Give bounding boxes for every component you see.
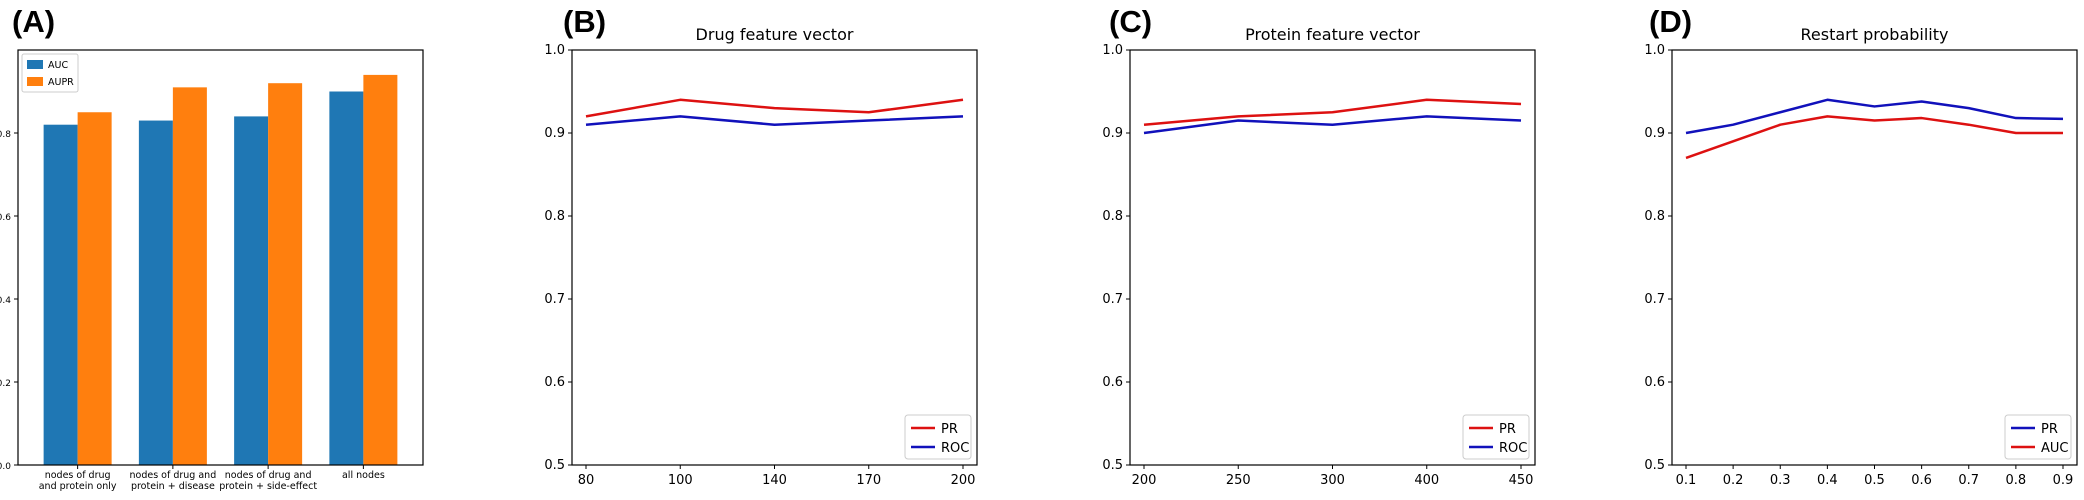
y-tick-label: 1.0 bbox=[1102, 43, 1123, 58]
x-tick-label: 200 bbox=[951, 473, 976, 488]
x-tick-label: 0.7 bbox=[1958, 473, 1979, 488]
panel-label: (C) bbox=[1109, 4, 1152, 39]
y-tick-label: 0.6 bbox=[544, 375, 565, 390]
y-tick-label: 0.9 bbox=[1644, 126, 1665, 141]
panel-2: (C) Protein feature vector 0.5 0.6 0.7 0.8 0.9… bbox=[1102, 4, 1536, 488]
legend-swatch bbox=[27, 60, 43, 69]
x-tick-label: 0.6 bbox=[1911, 473, 1932, 488]
legend: PR AUC bbox=[2004, 414, 2072, 460]
series-line-pr bbox=[585, 98, 964, 118]
x-tick-label: 0.8 bbox=[2006, 473, 2027, 488]
x-tick-label: 0.9 bbox=[2053, 473, 2074, 488]
x-tick-label-line: protein + disease bbox=[131, 481, 215, 492]
y-tick-label: 0.8 bbox=[1102, 209, 1123, 224]
x-tick-label: nodes of drug and protein + disease bbox=[130, 470, 217, 492]
x-tick-label: 450 bbox=[1509, 473, 1534, 488]
axes-frame bbox=[1671, 49, 2078, 466]
y-tick-label: 0.9 bbox=[544, 126, 565, 141]
x-tick-label: 100 bbox=[668, 473, 693, 488]
legend-label: AUC bbox=[48, 60, 68, 71]
legend-label: PR bbox=[2041, 422, 2058, 437]
x-tick-label: 200 bbox=[1132, 473, 1157, 488]
bar-aupr bbox=[363, 74, 398, 466]
x-tick-label: 300 bbox=[1320, 473, 1345, 488]
x-tick-label: 250 bbox=[1226, 473, 1251, 488]
x-tick-label-line: nodes of drug and bbox=[225, 470, 312, 481]
series-line-auc bbox=[1685, 115, 2063, 160]
bar-auc bbox=[234, 116, 269, 466]
bar-aupr bbox=[77, 112, 112, 465]
x-tick-label: 0.3 bbox=[1770, 473, 1791, 488]
legend-label: PR bbox=[1499, 422, 1516, 437]
y-tick-label: 0.0 bbox=[0, 462, 11, 472]
chart-title: Drug feature vector bbox=[696, 25, 854, 44]
legend-label: AUPR bbox=[48, 77, 74, 88]
x-tick-label: 80 bbox=[578, 473, 595, 488]
x-tick-label: 0.1 bbox=[1676, 473, 1697, 488]
y-tick-label: 0.5 bbox=[1644, 458, 1665, 473]
y-tick-label: 0.8 bbox=[1644, 209, 1665, 224]
y-tick-label: 1.0 bbox=[1644, 43, 1665, 58]
legend-swatch bbox=[27, 77, 43, 86]
legend: AUC AUPR bbox=[21, 53, 79, 93]
bar-auc bbox=[43, 124, 78, 465]
chart-title: Protein feature vector bbox=[1245, 25, 1420, 44]
y-tick-label: 0.8 bbox=[0, 130, 11, 140]
chart-title: Restart probability bbox=[1801, 25, 1949, 44]
x-tick-label: 0.2 bbox=[1723, 473, 1744, 488]
y-tick-label: 1.0 bbox=[544, 43, 565, 58]
axes-frame bbox=[571, 49, 978, 466]
x-tick-label-line: nodes of drug bbox=[45, 470, 111, 481]
y-tick-label: 0.4 bbox=[0, 296, 11, 306]
x-tick-label-line: and protein only bbox=[39, 481, 117, 492]
bar-auc bbox=[138, 120, 173, 466]
x-tick-label-line: all nodes bbox=[342, 470, 385, 481]
y-tick-label: 0.2 bbox=[0, 379, 11, 389]
x-tick-label: 0.5 bbox=[1864, 473, 1885, 488]
y-tick-label: 0.6 bbox=[1644, 375, 1665, 390]
legend: PR ROC bbox=[1462, 414, 1530, 460]
bar-auc bbox=[329, 91, 364, 465]
bar-aupr bbox=[268, 83, 303, 465]
series-line-pr bbox=[1685, 98, 2064, 135]
y-tick-label: 0.6 bbox=[0, 213, 11, 223]
legend-label: ROC bbox=[1499, 441, 1527, 456]
x-tick-label-line: nodes of drug and bbox=[130, 470, 217, 481]
x-tick-label: all nodes bbox=[342, 470, 385, 481]
x-tick-label: 170 bbox=[856, 473, 881, 488]
legend-label: AUC bbox=[2041, 441, 2069, 456]
legend-label: ROC bbox=[941, 441, 969, 456]
bar-aupr bbox=[172, 87, 207, 465]
y-tick-label: 0.9 bbox=[1102, 126, 1123, 141]
y-tick-label: 0.8 bbox=[544, 209, 565, 224]
legend-label: PR bbox=[941, 422, 958, 437]
x-tick-label: nodes of drug and protein + side-effect bbox=[219, 470, 317, 492]
y-tick-label: 0.5 bbox=[544, 458, 565, 473]
legend: PR ROC bbox=[904, 414, 972, 460]
y-tick-label: 0.7 bbox=[1644, 292, 1665, 307]
x-tick-label: 0.4 bbox=[1817, 473, 1838, 488]
x-tick-label: 140 bbox=[762, 473, 787, 488]
y-tick-label: 0.7 bbox=[1102, 292, 1123, 307]
panel-label: (D) bbox=[1649, 4, 1692, 39]
panel-1: (B) Drug feature vector 0.5 0.6 0.7 0.8 0.9 1.0… bbox=[544, 4, 978, 488]
axes-frame bbox=[1129, 49, 1536, 466]
series-line-roc bbox=[1143, 115, 1522, 135]
axes-frame bbox=[17, 49, 424, 466]
x-tick-label: 400 bbox=[1414, 473, 1439, 488]
series-line-pr bbox=[1143, 98, 1522, 126]
x-tick-label: nodes of drug and protein only bbox=[39, 470, 117, 492]
panel-3: (D) Restart probability 0.5 0.6 0.7 0.8 0.9 1.0… bbox=[1644, 4, 2078, 488]
panel-label: (B) bbox=[563, 4, 606, 39]
y-tick-label: 0.6 bbox=[1102, 375, 1123, 390]
series-line-roc bbox=[585, 115, 964, 126]
panel-label: (A) bbox=[12, 4, 55, 39]
y-tick-label: 0.5 bbox=[1102, 458, 1123, 473]
x-tick-label-line: protein + side-effect bbox=[219, 481, 317, 492]
y-tick-label: 0.7 bbox=[544, 292, 565, 307]
